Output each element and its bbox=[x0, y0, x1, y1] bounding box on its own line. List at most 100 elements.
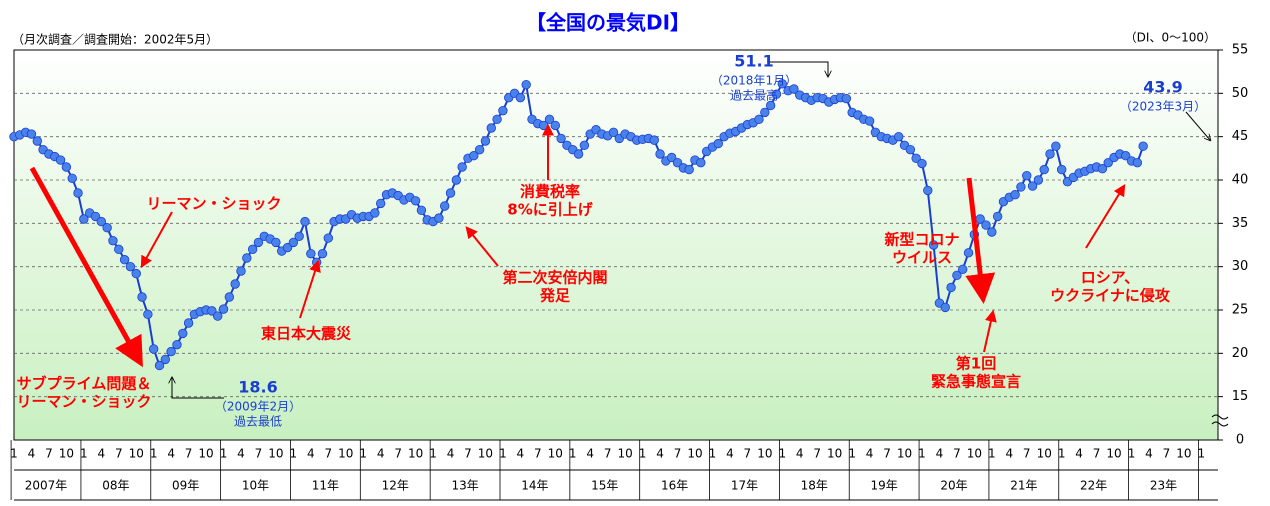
x-tick-label: 4 bbox=[796, 447, 804, 461]
data-point bbox=[434, 213, 444, 223]
data-point bbox=[300, 216, 310, 227]
data-point bbox=[1120, 151, 1131, 161]
data-point bbox=[771, 89, 782, 99]
data-point bbox=[213, 311, 223, 321]
x-tick-label: 10 bbox=[687, 447, 702, 461]
y-tick-label: 0 bbox=[1236, 433, 1244, 448]
data-point bbox=[1027, 181, 1038, 191]
y-tick-label: 30 bbox=[1232, 259, 1249, 274]
data-point bbox=[1016, 182, 1026, 192]
data-point bbox=[172, 339, 182, 350]
data-point bbox=[952, 270, 962, 281]
data-point bbox=[1039, 164, 1049, 175]
annotation: ロシア、 bbox=[1081, 269, 1140, 287]
annotation: 43.9 bbox=[1143, 78, 1182, 97]
data-point bbox=[218, 304, 229, 314]
data-point bbox=[469, 151, 479, 161]
plot-area bbox=[13, 49, 1219, 441]
x-tick-label: 4 bbox=[936, 447, 944, 461]
annotation: 緊急事態宣言 bbox=[931, 373, 1021, 391]
data-point bbox=[573, 149, 584, 159]
data-point bbox=[288, 237, 299, 248]
year-label: 11年 bbox=[312, 479, 339, 493]
data-point bbox=[445, 188, 456, 198]
data-point bbox=[108, 235, 118, 246]
data-point bbox=[1022, 170, 1032, 181]
year-label: 2007年 bbox=[25, 479, 68, 493]
x-tick-label: 1 bbox=[639, 447, 647, 461]
annotation: （2023年3月） bbox=[1120, 100, 1206, 114]
x-tick-label: 7 bbox=[115, 447, 123, 461]
data-point bbox=[160, 354, 171, 365]
data-point bbox=[608, 127, 619, 138]
data-point bbox=[317, 248, 328, 259]
y-tick-label: 55 bbox=[1232, 43, 1249, 58]
data-point bbox=[148, 344, 159, 354]
data-point bbox=[579, 140, 590, 151]
data-point bbox=[1045, 149, 1055, 159]
data-point bbox=[26, 129, 37, 139]
x-tick-label: 10 bbox=[268, 447, 283, 461]
data-point bbox=[1056, 164, 1067, 175]
x-tick-label: 4 bbox=[656, 447, 664, 461]
annotation: 51.1 bbox=[734, 52, 773, 71]
x-tick-label: 10 bbox=[1176, 447, 1191, 461]
x-tick-label: 1 bbox=[569, 447, 577, 461]
x-tick-label: 4 bbox=[866, 447, 874, 461]
x-tick-label: 10 bbox=[897, 447, 912, 461]
data-point bbox=[67, 173, 77, 183]
data-point bbox=[1051, 141, 1061, 151]
event-arrows bbox=[29, 61, 1210, 399]
year-label: 15年 bbox=[591, 479, 618, 493]
year-label: 21年 bbox=[1010, 479, 1037, 493]
data-point bbox=[754, 114, 764, 125]
data-point bbox=[963, 248, 974, 258]
data-point bbox=[981, 220, 991, 230]
data-point bbox=[416, 205, 427, 216]
data-point bbox=[125, 261, 136, 272]
x-tick-label: 4 bbox=[517, 447, 525, 461]
x-tick-label: 7 bbox=[394, 447, 402, 461]
x-tick-label: 10 bbox=[1037, 447, 1052, 461]
x-tick-label: 10 bbox=[618, 447, 633, 461]
x-tick-label: 7 bbox=[674, 447, 682, 461]
annotation: リーマン・ショック bbox=[16, 393, 151, 411]
x-tick-label: 1 bbox=[1128, 447, 1136, 461]
x-tick-label: 1 bbox=[150, 447, 158, 461]
data-point bbox=[375, 198, 386, 209]
data-point bbox=[242, 253, 252, 263]
data-point bbox=[236, 266, 246, 276]
data-point bbox=[958, 264, 968, 274]
annotation: リーマン・ショック bbox=[146, 195, 281, 213]
data-point bbox=[79, 214, 89, 224]
x-tick-label: 7 bbox=[255, 447, 263, 461]
year-label: 08年 bbox=[102, 479, 129, 493]
data-point bbox=[655, 149, 665, 159]
x-tick-label: 7 bbox=[604, 447, 612, 461]
data-point bbox=[451, 175, 462, 185]
x-tick-label: 1 bbox=[359, 447, 367, 461]
data-point bbox=[760, 107, 770, 118]
data-point bbox=[480, 136, 491, 146]
year-label: 22年 bbox=[1080, 479, 1107, 493]
x-tick-label: 4 bbox=[1075, 447, 1083, 461]
annotation: 東日本大震災 bbox=[261, 325, 352, 343]
data-point bbox=[923, 185, 933, 196]
data-point bbox=[137, 292, 147, 302]
data-point bbox=[253, 237, 264, 248]
x-tick-label: 7 bbox=[1163, 447, 1171, 461]
year-label: 14年 bbox=[521, 479, 548, 493]
x-tick-label: 7 bbox=[953, 447, 961, 461]
x-tick-label: 1 bbox=[499, 447, 507, 461]
x-tick-label: 4 bbox=[586, 447, 594, 461]
data-point bbox=[864, 116, 875, 126]
x-tick-label: 7 bbox=[464, 447, 472, 461]
x-tick-label: 1 bbox=[848, 447, 856, 461]
data-point bbox=[178, 328, 188, 339]
data-point bbox=[1103, 157, 1113, 168]
data-point bbox=[230, 279, 240, 289]
year-label: 13年 bbox=[451, 479, 478, 493]
x-tick-label: 7 bbox=[324, 447, 332, 461]
